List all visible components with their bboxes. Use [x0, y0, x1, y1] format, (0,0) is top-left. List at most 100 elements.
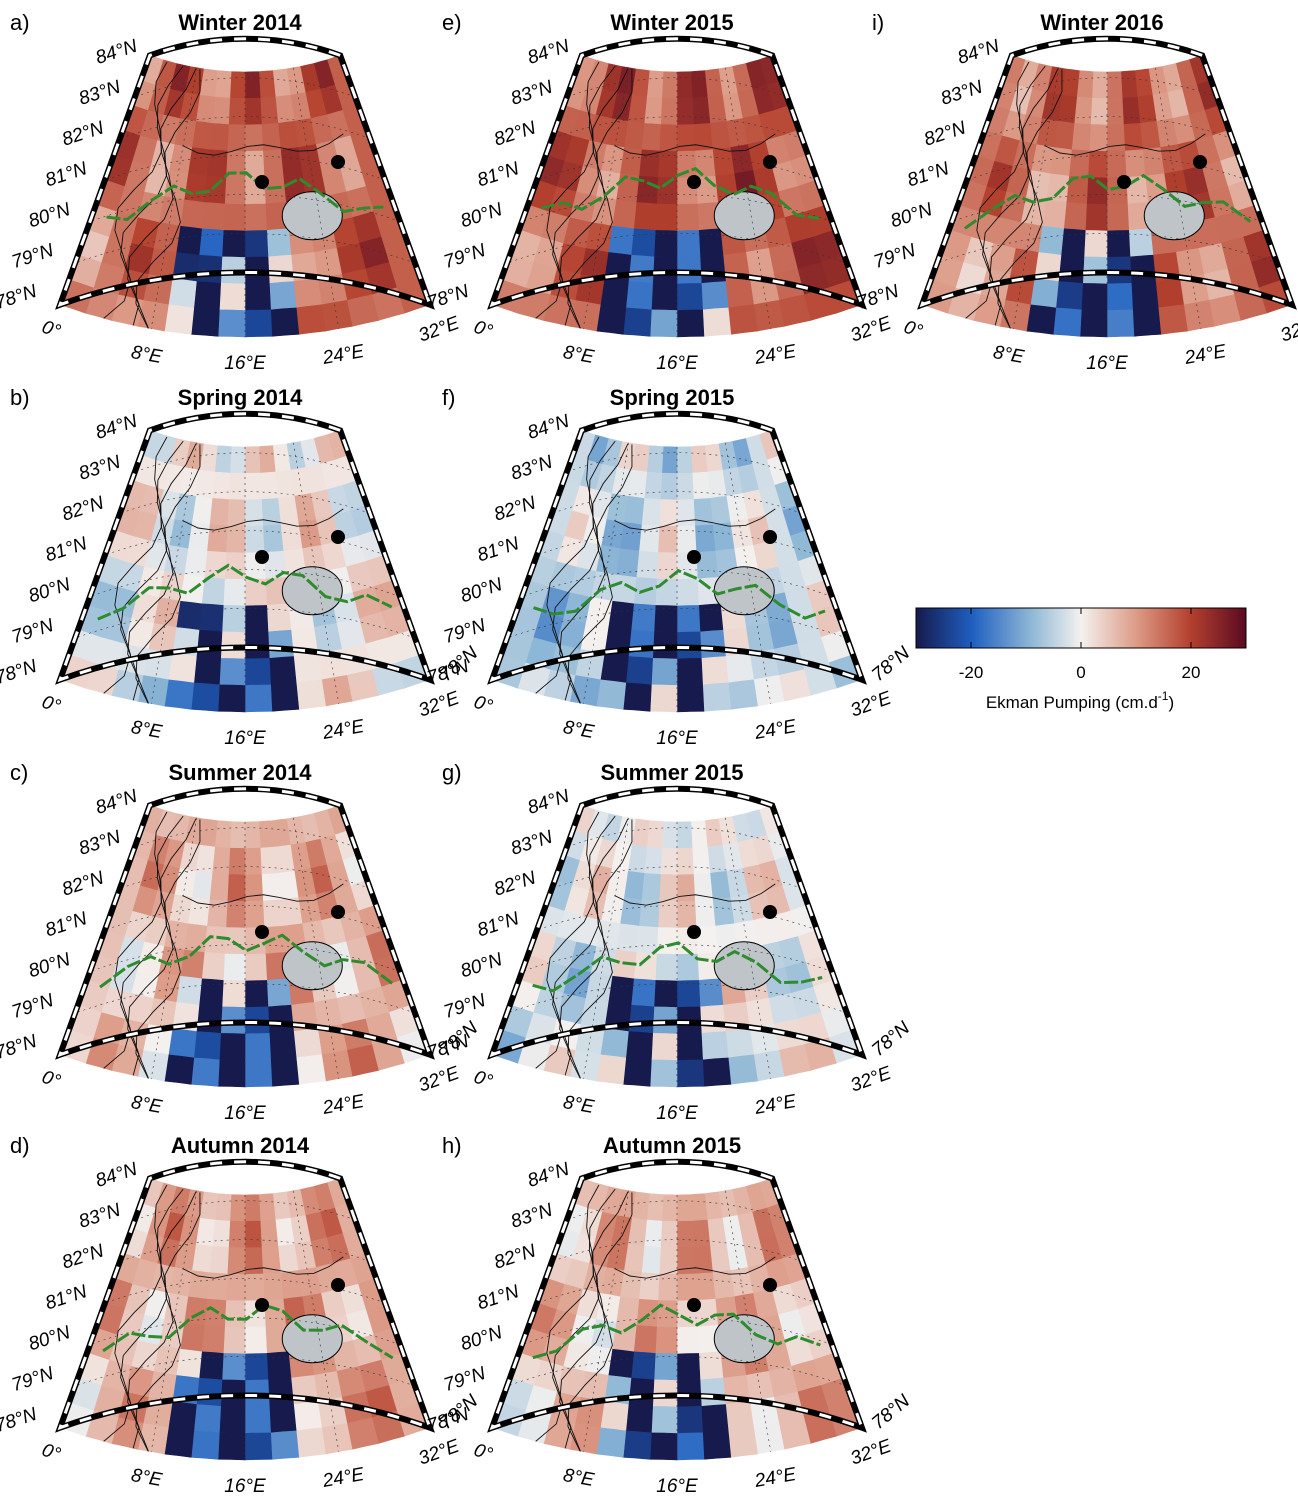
field-cell [258, 445, 276, 474]
field-cell [676, 684, 705, 713]
field-cell [221, 980, 246, 1008]
field-cell [280, 897, 303, 927]
field-cell [244, 1353, 269, 1381]
field-cell [201, 952, 225, 981]
lon-label: 24°E [1182, 341, 1228, 369]
field-cell [1058, 254, 1085, 284]
field-cell [221, 605, 246, 633]
lon-label: 24°E [320, 1091, 366, 1119]
graticule [551, 866, 803, 889]
field-cell [224, 1300, 246, 1328]
field-cell [219, 1033, 246, 1061]
field-cell [649, 1059, 678, 1088]
mooring [331, 155, 345, 169]
lat-label: 80°N [26, 574, 73, 607]
lat-label: 82°N [60, 1240, 107, 1273]
field-cell [211, 471, 231, 500]
field-cell [164, 304, 195, 335]
graticule [104, 155, 386, 181]
field-cell [167, 1401, 197, 1432]
field-cell [244, 1432, 273, 1461]
field-cell [661, 71, 678, 99]
bathymetry-contour [127, 1191, 197, 1452]
bathymetry-contour [559, 1191, 629, 1452]
field-cell [596, 1427, 627, 1458]
field-cell [630, 1351, 656, 1381]
graticule [1012, 67, 1059, 329]
field-cell [1106, 230, 1131, 258]
field-cell [1106, 71, 1123, 99]
field-cell [676, 821, 693, 849]
field-cell [228, 1220, 246, 1249]
field-cell [277, 1244, 299, 1274]
lon-label: 24°E [320, 716, 366, 744]
bathymetry-contour [614, 508, 776, 531]
lon-label: 8°E [130, 342, 164, 368]
graticule [104, 1278, 386, 1304]
map-panel: a) Winter 2014 84°N 83°N 82°N 81°N 80°N 79°N 78°… [0, 10, 462, 374]
graticule [582, 1190, 629, 1452]
field-cell [244, 821, 261, 849]
field-cell [219, 658, 246, 686]
field-cell [712, 522, 735, 552]
lat-label: 78°N [0, 281, 40, 314]
field-cell [691, 96, 711, 125]
graticule [536, 1278, 818, 1304]
field-cell [676, 525, 697, 554]
field-cell [628, 1004, 655, 1034]
island [1143, 191, 1205, 241]
lon-label: 8°E [562, 342, 596, 368]
lon-label: 8°E [992, 342, 1026, 368]
panel-title: Winter 2014 [178, 10, 302, 35]
lat-label: 78°N [868, 1390, 914, 1434]
field-cell [295, 1427, 326, 1458]
field-cell [201, 202, 225, 231]
mooring [763, 155, 777, 169]
field-cell [625, 1404, 653, 1434]
field-cell [596, 679, 627, 710]
field-cell [280, 147, 303, 177]
field-cell [244, 525, 265, 554]
field-cell [702, 1057, 732, 1087]
lat-label: 81°N [475, 533, 522, 566]
bathymetry-contour [614, 133, 776, 156]
lat-label: 79°N [441, 615, 488, 648]
field-cell [635, 550, 659, 580]
field-cell [211, 1219, 231, 1248]
lon-label: 0° [39, 317, 64, 343]
field-cell [712, 147, 735, 177]
field-cell [198, 603, 224, 633]
field-cell [657, 150, 678, 179]
field-cell [222, 1326, 246, 1355]
map-panel: f) Spring 2015 84°N 83°N 82°N 81°N 80°N 79°N 78°… [424, 385, 914, 749]
lon-label: 16°E [656, 353, 698, 374]
field-cell [676, 1033, 703, 1061]
colorbar-label-text: Ekman Pumping (cm.d [986, 693, 1158, 712]
field-cell [277, 121, 299, 151]
field-cell [625, 656, 653, 686]
lon-label: 0° [39, 692, 64, 718]
field-cell [725, 653, 755, 684]
field-cell [1084, 203, 1108, 232]
field-cell [266, 228, 292, 258]
field-cell [193, 1404, 221, 1434]
map-frame [489, 412, 865, 683]
field-cell [725, 1401, 755, 1432]
lon-label: 8°E [130, 1465, 164, 1491]
field-cell [649, 684, 678, 713]
lat-label: 80°N [458, 574, 505, 607]
map-panel: h) Autumn 2015 84°N 83°N 82°N 81°N 80°N 79°N 78°… [424, 1133, 914, 1496]
field-cell [725, 1028, 755, 1059]
graticule [536, 905, 818, 931]
field-cell [651, 1406, 678, 1434]
field-cell [244, 1033, 271, 1061]
field-cell [633, 952, 657, 981]
field-cell [244, 953, 268, 982]
field-cell [1129, 254, 1156, 284]
field-cell [657, 1273, 678, 1302]
field-cell [622, 1057, 652, 1087]
field-cell [226, 1247, 246, 1275]
ice-edge [106, 171, 384, 222]
field-cell [229, 446, 246, 474]
field-cell [244, 1326, 268, 1355]
